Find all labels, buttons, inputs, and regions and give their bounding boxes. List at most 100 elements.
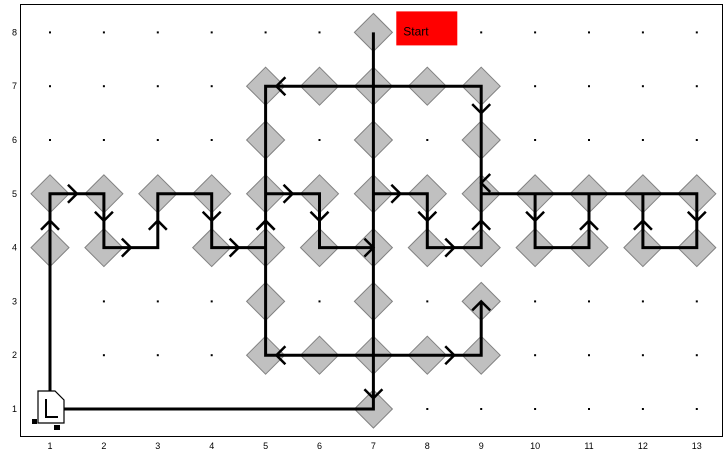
grid-dot — [588, 408, 590, 410]
turtle-foot — [32, 419, 37, 424]
grid-dot — [318, 300, 321, 303]
x-axis-label: 2 — [101, 441, 106, 451]
grid-dot — [534, 354, 537, 357]
grid-dot — [49, 139, 51, 141]
grid-dot — [426, 408, 429, 410]
grid-dot — [156, 31, 159, 34]
y-axis-label: 2 — [12, 350, 17, 360]
tile-layer — [30, 12, 717, 429]
grid-dot — [588, 85, 590, 88]
grid-dot — [534, 85, 537, 88]
turtle-mark — [45, 399, 58, 418]
x-axis-label: 13 — [692, 441, 702, 451]
direction-arrow — [147, 218, 168, 231]
grid-dot — [426, 300, 429, 303]
grid-dot — [102, 31, 105, 34]
x-axis-label: 1 — [47, 441, 52, 451]
grid-dot — [695, 408, 698, 410]
direction-arrow — [201, 210, 222, 223]
start-box[interactable] — [396, 11, 458, 46]
x-axis-label: 6 — [317, 441, 322, 451]
grid-dot — [210, 300, 213, 303]
direction-arrow — [444, 237, 457, 258]
x-axis-label: 10 — [530, 441, 540, 451]
grid-dot — [49, 31, 51, 34]
y-axis-label: 6 — [12, 135, 17, 145]
direction-arrow — [444, 345, 457, 366]
y-axis-label: 3 — [12, 296, 17, 306]
turtle-icon — [32, 390, 65, 430]
grid-dot — [695, 300, 698, 303]
direction-arrow — [67, 183, 79, 204]
direction-arrow — [255, 218, 276, 231]
grid-dot — [641, 300, 644, 303]
x-axis-label: 3 — [155, 441, 160, 451]
grid-dot — [210, 139, 213, 141]
direction-arrow — [363, 388, 384, 401]
turtle-foot — [54, 425, 60, 430]
direction-arrow — [282, 183, 295, 204]
direction-arrow — [274, 76, 287, 97]
grid-dot — [102, 300, 105, 303]
grid-dot — [641, 31, 644, 34]
y-axis-labels: 1 2 3 4 5 6 7 8 — [12, 27, 17, 414]
grid-dot — [641, 85, 644, 88]
y-axis-label: 5 — [12, 189, 17, 199]
direction-arrow — [471, 299, 492, 312]
direction-arrow — [471, 103, 492, 115]
x-axis-label: 7 — [371, 441, 376, 451]
x-axis-label: 9 — [479, 441, 484, 451]
grid-dot — [588, 139, 590, 141]
direction-arrow — [471, 218, 492, 231]
grid-dot — [49, 85, 51, 88]
grid-dot — [156, 300, 159, 303]
y-axis-label: 7 — [12, 81, 17, 91]
grid-dot — [588, 300, 590, 303]
grid-dot — [641, 354, 644, 357]
direction-arrow — [363, 237, 376, 258]
grid-dot — [695, 139, 698, 141]
direction-arrow — [94, 210, 114, 223]
grid-dot — [588, 31, 590, 34]
direction-arrow — [228, 237, 241, 258]
direction-arrow — [633, 218, 653, 231]
grid-dot — [695, 85, 698, 88]
arrow-layer — [40, 76, 707, 401]
direction-arrow — [40, 218, 60, 231]
grid-dot — [210, 85, 213, 88]
direction-arrow — [479, 173, 492, 193]
grid-dot — [102, 354, 105, 357]
start-marker[interactable]: Start — [396, 11, 458, 46]
y-axis-label: 1 — [12, 404, 17, 414]
grid-dot — [156, 85, 159, 88]
grid-dot — [426, 139, 429, 141]
turtle-body — [37, 390, 65, 424]
direction-arrow — [274, 345, 287, 366]
x-axis-label: 12 — [638, 441, 648, 451]
grid-dot — [641, 408, 644, 410]
y-axis-label: 4 — [12, 243, 17, 253]
grid-dot — [695, 354, 698, 357]
direction-arrow — [417, 210, 438, 223]
grid-dot — [156, 354, 159, 357]
direction-arrow — [686, 210, 707, 223]
grid-dot — [102, 85, 105, 88]
grid-dot — [480, 408, 483, 410]
grid-dot — [318, 31, 321, 34]
direction-arrow — [579, 218, 599, 231]
grid-dot — [534, 139, 537, 141]
grid-dot — [588, 354, 590, 357]
grid-dot — [264, 31, 267, 34]
x-axis-label: 11 — [584, 441, 593, 451]
grid-dot — [480, 31, 483, 34]
direction-arrow — [525, 210, 545, 223]
x-axis-label: 4 — [209, 441, 214, 451]
grid-dot — [695, 31, 698, 34]
grid-dot — [534, 408, 537, 410]
grid-dot — [102, 139, 105, 141]
grid-dot — [318, 139, 321, 141]
grid-dot — [210, 354, 213, 357]
direction-arrow — [390, 183, 403, 204]
y-axis-label: 8 — [12, 27, 17, 37]
